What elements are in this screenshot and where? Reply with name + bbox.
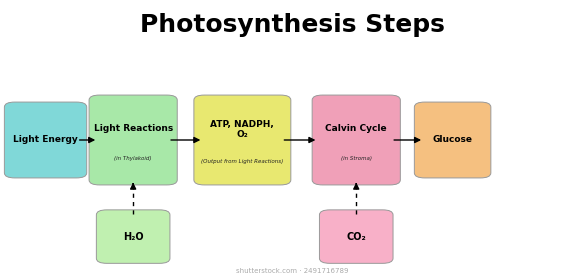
FancyBboxPatch shape [5, 102, 86, 178]
Text: Calvin Cycle: Calvin Cycle [325, 124, 387, 133]
FancyBboxPatch shape [415, 102, 491, 178]
Text: ATP, NADPH,
O₂: ATP, NADPH, O₂ [210, 120, 274, 139]
FancyBboxPatch shape [194, 95, 291, 185]
Text: H₂O: H₂O [123, 232, 144, 242]
Text: (Output from Light Reactions): (Output from Light Reactions) [201, 158, 283, 164]
FancyBboxPatch shape [89, 95, 178, 185]
Text: Light Reactions: Light Reactions [93, 124, 173, 133]
Text: Light Energy: Light Energy [13, 136, 78, 144]
Text: (in Thylakoid): (in Thylakoid) [114, 156, 152, 161]
FancyBboxPatch shape [319, 210, 393, 263]
Text: Glucose: Glucose [433, 136, 472, 144]
Text: Photosynthesis Steps: Photosynthesis Steps [140, 13, 444, 37]
Text: shutterstock.com · 2491716789: shutterstock.com · 2491716789 [236, 268, 348, 274]
FancyBboxPatch shape [96, 210, 170, 263]
FancyBboxPatch shape [312, 95, 401, 185]
Text: CO₂: CO₂ [346, 232, 366, 242]
Text: (in Stroma): (in Stroma) [340, 156, 372, 161]
